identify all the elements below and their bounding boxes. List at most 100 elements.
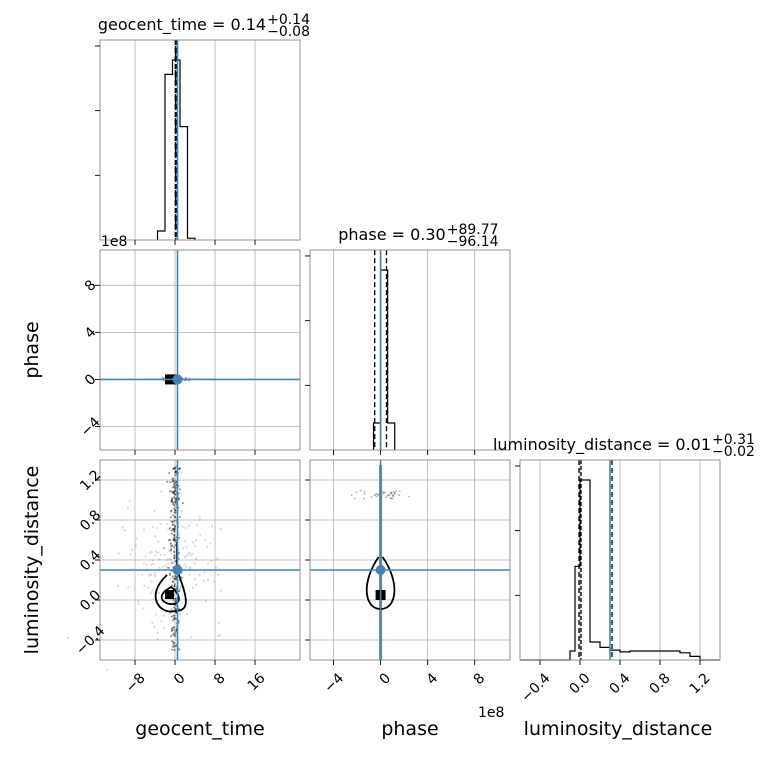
histogram-bin bbox=[388, 423, 395, 450]
sample-point bbox=[196, 524, 199, 527]
sample-point bbox=[172, 546, 175, 549]
sample-point bbox=[168, 539, 171, 542]
sample-point bbox=[189, 554, 192, 557]
sample-point bbox=[191, 586, 194, 589]
y-axis-label-phase: phase bbox=[21, 321, 43, 378]
sample-point bbox=[173, 530, 176, 533]
x-tick-label: −4 bbox=[321, 670, 347, 696]
sample-point bbox=[172, 527, 175, 530]
sample-point bbox=[129, 553, 132, 556]
sample-point bbox=[151, 589, 154, 592]
sample-point bbox=[178, 488, 181, 491]
sample-point bbox=[393, 491, 396, 494]
sample-point bbox=[172, 467, 175, 470]
sample-point bbox=[170, 635, 173, 638]
sample-point bbox=[143, 584, 146, 587]
sample-point bbox=[173, 551, 176, 554]
sample-point bbox=[150, 550, 153, 553]
sample-point bbox=[177, 605, 180, 608]
sample-point bbox=[177, 533, 181, 536]
sample-point bbox=[137, 600, 140, 603]
sample-point bbox=[173, 645, 176, 648]
sample-point bbox=[355, 491, 358, 494]
sample-point bbox=[188, 551, 192, 555]
sample-point bbox=[383, 491, 386, 494]
sample-point bbox=[171, 645, 174, 648]
sample-point bbox=[168, 472, 171, 475]
sample-point bbox=[150, 563, 153, 566]
title-phase: phase = 0.30 bbox=[338, 225, 445, 244]
sample-point bbox=[174, 515, 177, 518]
sample-point bbox=[162, 614, 165, 617]
sample-point bbox=[395, 490, 398, 493]
sample-point bbox=[173, 492, 176, 495]
sample-point bbox=[153, 625, 156, 629]
sample-point bbox=[219, 527, 222, 530]
y-axis-label-luminosity-distance: luminosity_distance bbox=[21, 466, 43, 655]
sample-point bbox=[170, 499, 173, 502]
sample-point bbox=[206, 578, 209, 581]
sample-point bbox=[173, 537, 176, 540]
sample-point bbox=[170, 499, 173, 502]
sample-point bbox=[170, 608, 173, 611]
sample-point bbox=[173, 485, 176, 488]
sample-point bbox=[181, 525, 184, 528]
sample-point bbox=[174, 500, 177, 503]
x-tick-label: −0.4 bbox=[518, 670, 553, 705]
title-value: geocent_time = 0.14 bbox=[98, 15, 266, 35]
sample-point bbox=[174, 617, 177, 620]
sample-point bbox=[174, 633, 177, 636]
sample-point bbox=[170, 552, 173, 555]
sample-point bbox=[173, 632, 176, 635]
sample-point bbox=[157, 551, 160, 554]
sample-point bbox=[373, 494, 376, 497]
sample-point bbox=[175, 484, 178, 487]
sample-point bbox=[171, 576, 175, 579]
sample-point bbox=[171, 491, 174, 494]
sample-point bbox=[166, 480, 169, 483]
sample-point bbox=[169, 490, 172, 493]
sample-point bbox=[166, 522, 169, 525]
sample-point bbox=[390, 491, 393, 494]
sample-point bbox=[172, 523, 175, 526]
sample-point bbox=[204, 539, 207, 542]
injection-point bbox=[172, 565, 183, 575]
sample-point bbox=[117, 584, 120, 588]
sample-point bbox=[157, 558, 161, 561]
sample-point bbox=[154, 550, 158, 553]
sample-point bbox=[216, 557, 219, 560]
x-tick-label: 1.2 bbox=[687, 670, 714, 697]
sample-point bbox=[159, 553, 162, 556]
sample-point bbox=[171, 648, 174, 651]
sample-point bbox=[183, 539, 187, 543]
contour-inner bbox=[160, 585, 180, 605]
sample-point bbox=[171, 532, 174, 535]
sample-point bbox=[172, 486, 175, 489]
sample-point bbox=[188, 573, 191, 576]
panel-title: luminosity_distance = 0.01 +0.31−0.02 bbox=[493, 432, 755, 460]
sample-point bbox=[374, 493, 376, 496]
sample-point bbox=[382, 491, 385, 494]
sample-point bbox=[187, 552, 190, 555]
sample-point bbox=[174, 471, 177, 474]
sample-point bbox=[142, 528, 146, 531]
sample-point bbox=[172, 550, 175, 553]
sample-point bbox=[376, 492, 378, 495]
grid-lines bbox=[100, 250, 300, 450]
sample-point bbox=[159, 522, 163, 526]
sample-point bbox=[174, 631, 177, 634]
sample-point bbox=[171, 497, 174, 500]
sample-point bbox=[150, 573, 153, 576]
sample-point bbox=[171, 480, 174, 483]
sample-point bbox=[171, 527, 174, 530]
sample-point bbox=[153, 575, 156, 578]
sample-point bbox=[174, 471, 177, 474]
title-luminosity-distance: luminosity_distance = 0.01 bbox=[493, 435, 711, 455]
sample-point bbox=[363, 490, 366, 493]
sample-point bbox=[169, 481, 172, 484]
sample-point bbox=[202, 579, 205, 582]
sample-point bbox=[170, 608, 173, 612]
density-core bbox=[165, 590, 174, 599]
histogram-step bbox=[372, 269, 396, 450]
